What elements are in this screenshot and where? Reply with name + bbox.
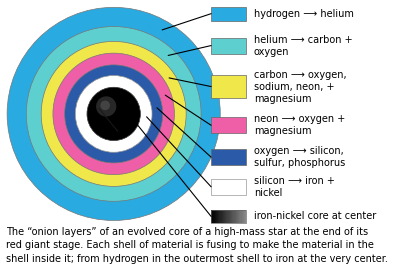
FancyBboxPatch shape <box>211 179 245 195</box>
Bar <box>226 210 227 223</box>
Bar <box>227 210 228 223</box>
FancyBboxPatch shape <box>211 75 245 98</box>
Bar <box>224 210 225 223</box>
Bar <box>219 210 220 223</box>
Bar <box>243 210 245 223</box>
Text: The “onion layers” of an evolved core of a high-mass star at the end of its
red : The “onion layers” of an evolved core of… <box>6 227 387 264</box>
Text: hydrogen ⟶ helium: hydrogen ⟶ helium <box>254 9 353 19</box>
Bar <box>233 210 234 223</box>
Circle shape <box>26 27 200 201</box>
Bar <box>217 210 219 223</box>
Bar <box>241 210 242 223</box>
Bar <box>211 210 212 223</box>
Circle shape <box>87 87 140 140</box>
Text: carbon ⟶ oxygen,
sodium, neon, +
magnesium: carbon ⟶ oxygen, sodium, neon, + magnesi… <box>254 70 346 103</box>
Bar <box>214 210 215 223</box>
Bar <box>239 210 240 223</box>
Bar <box>216 210 217 223</box>
Circle shape <box>100 100 110 110</box>
Bar <box>242 210 243 223</box>
Circle shape <box>75 76 152 152</box>
FancyBboxPatch shape <box>211 38 245 54</box>
Bar <box>235 210 236 223</box>
Circle shape <box>41 42 186 186</box>
Bar <box>221 210 222 223</box>
Bar <box>237 210 239 223</box>
Text: oxygen ⟶ silicon,
sulfur, phosphorus: oxygen ⟶ silicon, sulfur, phosphorus <box>254 146 344 168</box>
FancyBboxPatch shape <box>211 117 245 133</box>
Text: helium ⟶ carbon +
oxygen: helium ⟶ carbon + oxygen <box>254 35 352 57</box>
Text: neon ⟶ oxygen +
magnesium: neon ⟶ oxygen + magnesium <box>254 114 344 136</box>
Bar <box>236 210 237 223</box>
Bar <box>228 210 229 223</box>
Bar <box>230 210 232 223</box>
Bar <box>225 210 226 223</box>
Circle shape <box>87 87 140 140</box>
Bar <box>232 210 233 223</box>
Bar <box>215 210 216 223</box>
Circle shape <box>7 7 220 221</box>
Circle shape <box>96 96 116 117</box>
Bar <box>229 210 230 223</box>
Circle shape <box>53 53 174 175</box>
Bar <box>240 210 241 223</box>
Bar <box>220 210 221 223</box>
Text: iron-nickel core at center: iron-nickel core at center <box>254 211 375 221</box>
Bar <box>234 210 235 223</box>
Bar <box>213 210 214 223</box>
FancyBboxPatch shape <box>211 149 245 165</box>
FancyBboxPatch shape <box>211 7 245 21</box>
Circle shape <box>64 65 162 163</box>
Text: silicon ⟶ iron +
nickel: silicon ⟶ iron + nickel <box>254 176 334 198</box>
Bar <box>222 210 224 223</box>
Bar <box>212 210 213 223</box>
